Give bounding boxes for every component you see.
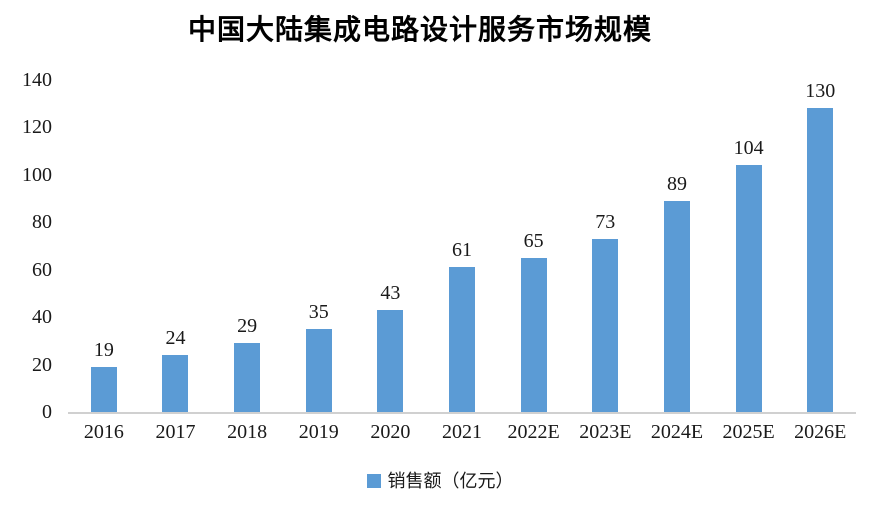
x-axis-label: 2026E (794, 421, 847, 443)
y-axis: 0 20 40 60 80 100 120 140 (0, 69, 52, 423)
bar (305, 329, 332, 412)
bar (90, 366, 117, 412)
bar (377, 310, 404, 412)
x-axis-label: 2016 (83, 421, 124, 443)
x-axis-label: 2017 (155, 421, 196, 443)
bar-slot: 89 (641, 80, 713, 412)
bar-slot: 35 (283, 80, 355, 412)
x-axis-label: 2019 (298, 421, 339, 443)
x-axis-label: 2024E (650, 421, 704, 443)
bar-value-label: 19 (93, 338, 114, 361)
bar (520, 257, 547, 412)
bar-slot: 29 (211, 80, 283, 412)
bar-value-label: 29 (237, 315, 258, 338)
legend-series-label: 销售额（亿元） (387, 471, 514, 491)
bar (234, 343, 261, 412)
bar-value-label: 104 (733, 137, 764, 160)
y-axis-tick-label: 20 (32, 353, 52, 376)
bar (162, 355, 189, 412)
y-axis-tick-label: 60 (32, 258, 52, 281)
legend: 销售额（亿元） (0, 471, 880, 491)
bar (449, 267, 476, 412)
bar-slot: 24 (140, 80, 212, 412)
bar-slot: 65 (498, 80, 570, 412)
bar (592, 238, 619, 412)
bar-value-label: 89 (666, 172, 687, 195)
bar-slot: 130 (784, 80, 856, 412)
bar-value-label: 130 (805, 80, 836, 102)
x-axis-label: 2020 (370, 421, 411, 443)
x-axis-label: 2018 (227, 421, 268, 443)
bar-slot: 19 (68, 80, 140, 412)
y-axis-tick-label: 140 (22, 69, 52, 91)
y-axis-tick-label: 0 (42, 401, 52, 423)
x-axis-label: 2025E (722, 421, 775, 443)
plot-area: 19 24 29 35 43 61 65 73 89 104 130 (68, 80, 856, 414)
bar-value-label: 24 (165, 327, 186, 350)
bar-slot: 61 (426, 80, 498, 412)
bar-value-label: 61 (452, 239, 473, 262)
y-axis-tick-label: 120 (22, 116, 52, 139)
chart-title: 中国大陆集成电路设计服务市场规模 (187, 15, 652, 46)
y-axis-tick-label: 80 (32, 211, 52, 234)
y-axis-tick-label: 40 (32, 306, 52, 329)
x-axis-label: 2021 (442, 421, 483, 443)
bar (663, 200, 690, 412)
x-axis-label: 2022E (507, 421, 560, 443)
bar-value-label: 43 (380, 282, 401, 305)
bar (735, 165, 762, 412)
x-axis: 2016 2017 2018 2019 2020 2021 2022E 2023E 2024E 2… (68, 421, 856, 443)
legend-marker-icon (366, 474, 381, 488)
bar-value-label: 65 (523, 229, 544, 252)
bar-value-label: 35 (308, 301, 329, 323)
y-axis-tick-label: 100 (22, 163, 52, 186)
bar (807, 108, 834, 412)
bar-slot: 104 (713, 80, 785, 412)
bar-slot: 73 (569, 80, 641, 412)
bar-slot: 43 (355, 80, 427, 412)
bar-value-label: 73 (595, 210, 616, 233)
x-axis-label: 2023E (579, 421, 632, 443)
